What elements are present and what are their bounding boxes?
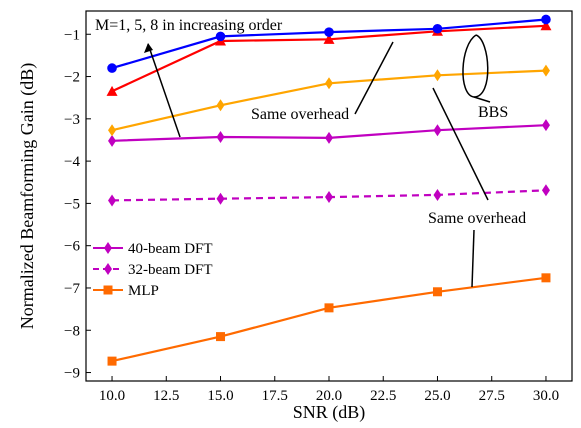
data-point bbox=[433, 188, 442, 201]
y-tick-label: −4 bbox=[64, 154, 80, 170]
x-tick-label: 12.5 bbox=[153, 388, 179, 404]
data-point bbox=[540, 20, 552, 31]
series-series-6 bbox=[107, 14, 551, 73]
legend-label: 32-beam DFT bbox=[128, 262, 213, 278]
series-mlp bbox=[107, 273, 551, 366]
data-point bbox=[324, 303, 334, 313]
data-point bbox=[216, 131, 225, 144]
y-tick-label: −8 bbox=[64, 323, 80, 339]
data-point bbox=[541, 184, 550, 197]
data-point bbox=[108, 124, 117, 137]
data-point bbox=[541, 119, 550, 132]
legend-item-32-beam-dft: 32-beam DFT bbox=[93, 262, 213, 278]
x-axis-title: SNR (dB) bbox=[293, 402, 366, 423]
y-tick-label: −6 bbox=[64, 239, 80, 255]
series-32-beam-dft bbox=[108, 184, 550, 207]
series-40-beam-dft bbox=[108, 119, 550, 147]
data-point bbox=[433, 69, 442, 82]
data-point bbox=[432, 287, 442, 297]
annotation-pointer-overhead-top bbox=[354, 41, 394, 115]
legend-marker-diamond-icon bbox=[104, 242, 112, 254]
data-point bbox=[108, 194, 117, 207]
y-tick-label: −9 bbox=[64, 366, 80, 382]
data-point bbox=[108, 134, 117, 147]
data-point bbox=[215, 31, 226, 42]
x-axis: 10.0 12.5 15.0 17.5 20.0 22.5 25.0 27.5 30.0 bbox=[99, 376, 559, 404]
series-series-4 bbox=[108, 64, 550, 137]
legend-label: MLP bbox=[128, 283, 159, 299]
x-tick-label: 20.0 bbox=[316, 388, 342, 404]
annotation-m-order: M=1, 5, 8 in increasing order bbox=[95, 17, 283, 34]
annotation-same-overhead-top: Same overhead bbox=[251, 106, 349, 123]
annotation-pointer-bbs bbox=[473, 96, 491, 103]
x-tick-label: 10.0 bbox=[99, 388, 125, 404]
data-point bbox=[216, 332, 226, 342]
legend-item-mlp: MLP bbox=[93, 283, 159, 299]
x-tick-label: 17.5 bbox=[262, 388, 288, 404]
legend-marker-diamond-icon bbox=[104, 263, 112, 275]
y-axis-title: Normalized Beamforming Gain (dB) bbox=[17, 63, 38, 329]
data-point bbox=[432, 23, 443, 34]
annotation-same-overhead-bottom: Same overhead bbox=[428, 210, 526, 227]
x-tick-label: 25.0 bbox=[424, 388, 450, 404]
legend-item-40-beam-dft: 40-beam DFT bbox=[93, 241, 213, 257]
data-point bbox=[216, 99, 225, 112]
y-tick-label: −1 bbox=[64, 27, 80, 43]
x-tick-label: 27.5 bbox=[479, 388, 505, 404]
plot-area bbox=[106, 14, 552, 366]
y-tick-label: −2 bbox=[64, 70, 80, 86]
legend-marker-square-icon bbox=[103, 285, 113, 295]
data-point bbox=[323, 33, 335, 44]
bbs-bracket bbox=[462, 34, 489, 98]
annotation-bbs: BBS bbox=[478, 104, 508, 121]
data-point bbox=[324, 27, 334, 37]
data-point bbox=[325, 77, 333, 90]
legend: 40-beam DFT 32-beam DFT MLP bbox=[93, 241, 213, 299]
data-point bbox=[107, 63, 117, 73]
annotation-pointer-overhead-bottom-1 bbox=[432, 87, 489, 201]
x-tick-label: 15.0 bbox=[207, 388, 233, 404]
annotation-arrow-m bbox=[147, 43, 181, 138]
x-tick-label: 30.0 bbox=[533, 388, 559, 404]
y-tick-label: −5 bbox=[64, 196, 80, 212]
annotation-pointer-overhead-bottom-2 bbox=[471, 229, 475, 288]
y-tick-label: −7 bbox=[64, 281, 80, 297]
data-point bbox=[541, 273, 551, 283]
y-axis: −9 −8 −7 −6 −5 −4 −3 −2 −1 bbox=[64, 27, 91, 382]
data-point bbox=[433, 124, 442, 137]
x-tick-label: 22.5 bbox=[370, 388, 396, 404]
legend-label: 40-beam DFT bbox=[128, 241, 213, 257]
data-point bbox=[107, 356, 117, 366]
y-tick-label: −3 bbox=[64, 112, 80, 128]
arrow-head-icon bbox=[144, 43, 153, 53]
data-point bbox=[325, 191, 333, 204]
series-line bbox=[111, 276, 547, 363]
data-point bbox=[541, 14, 551, 25]
data-point bbox=[216, 192, 225, 205]
data-point bbox=[106, 85, 118, 96]
data-point bbox=[541, 64, 550, 77]
data-point bbox=[325, 131, 333, 144]
